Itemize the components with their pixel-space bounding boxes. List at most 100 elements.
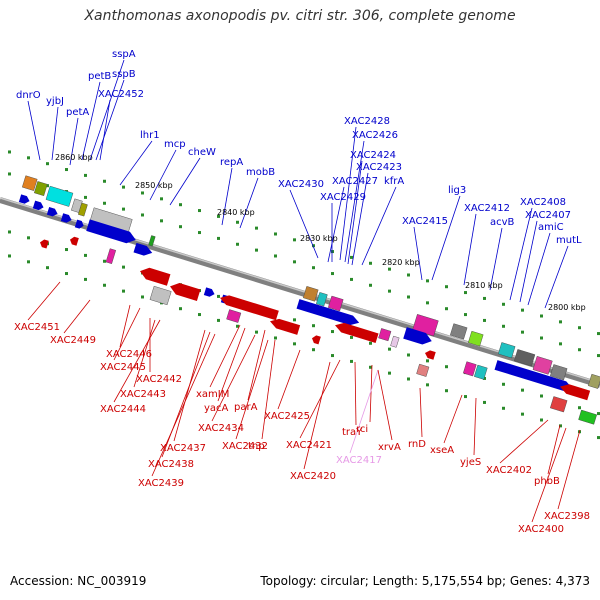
- tick-dot: [179, 307, 182, 311]
- gene-label-bottom: XAC2451: [14, 322, 60, 333]
- gene-label-top: XAC2423: [356, 162, 402, 173]
- tick-dot: [141, 213, 144, 217]
- gene-arrow-reverse: [559, 384, 591, 401]
- tick-dot: [407, 377, 410, 381]
- gene-label-top: XAC2452: [98, 89, 144, 100]
- gene-label-top: XAC2430: [278, 179, 324, 190]
- gene-label-top: XAC2424: [350, 150, 396, 161]
- tick-dot: [8, 150, 11, 154]
- kbp-label: 2830 kbp: [300, 234, 338, 243]
- tick-dot: [350, 277, 353, 281]
- tick-dot: [502, 324, 505, 328]
- gene-label-top: XAC2429: [320, 192, 366, 203]
- tick-dot: [293, 342, 296, 346]
- tick-dot: [198, 313, 201, 317]
- tick-dot: [407, 273, 410, 277]
- tick-dot: [293, 318, 296, 322]
- gene-label-bottom: XAC2421: [286, 440, 332, 451]
- tick-dot: [160, 197, 163, 201]
- tick-dot: [8, 230, 11, 234]
- leader-line: [133, 319, 156, 388]
- tick-dot: [46, 184, 49, 188]
- gene-label-bottom: rnD: [408, 439, 426, 450]
- leader-line: [27, 281, 61, 321]
- kbp-label: 2860 kbp: [55, 153, 93, 162]
- tick-dot: [483, 318, 486, 322]
- kbp-label: 2820 kbp: [382, 258, 420, 267]
- gene-label-top: sspA: [112, 49, 136, 60]
- leader-line: [95, 79, 125, 161]
- gene-box: [226, 309, 242, 323]
- gene-label-top: mcp: [164, 139, 186, 150]
- gene-label-top: lhr1: [140, 130, 160, 141]
- gene-label-bottom: XAC2417: [336, 455, 382, 466]
- gene-box: [449, 323, 468, 340]
- tick-dot: [483, 376, 486, 380]
- leader-line: [221, 167, 233, 226]
- tick-dot: [540, 418, 543, 422]
- tick-dot: [122, 185, 125, 189]
- tick-dot: [540, 336, 543, 340]
- leader-line: [169, 157, 201, 206]
- leader-line: [151, 333, 216, 477]
- gene-box: [578, 409, 598, 425]
- tick-dot: [160, 219, 163, 223]
- gene-label-top: petA: [66, 107, 89, 118]
- gene-label-bottom: XAC2444: [100, 404, 146, 415]
- tick-dot: [103, 283, 106, 287]
- gene-label-bottom: XAC2438: [148, 459, 194, 470]
- leader-line: [113, 319, 161, 403]
- gene-label-bottom: XAC2402: [486, 465, 532, 476]
- leader-line: [327, 186, 345, 263]
- gene-box: [497, 342, 516, 359]
- gene-label-bottom: XAC2443: [120, 389, 166, 400]
- leader-line: [531, 427, 567, 523]
- tick-dot: [445, 285, 448, 289]
- tick-dot: [27, 236, 30, 240]
- gene-label-bottom: tnp: [248, 441, 265, 452]
- leader-line: [369, 364, 373, 423]
- tick-dot: [198, 209, 201, 213]
- tick-dot: [8, 172, 11, 176]
- leader-line: [299, 359, 341, 439]
- accession-text: Accession: NC_003919: [10, 574, 147, 588]
- tick-dot: [502, 406, 505, 410]
- gene-arrow-forward: [32, 200, 44, 211]
- gene-label-bottom: XAC2420: [290, 471, 336, 482]
- leader-line: [211, 334, 256, 422]
- tick-dot: [103, 201, 106, 205]
- tick-dot: [445, 307, 448, 311]
- tick-dot: [597, 436, 600, 440]
- gene-label-bottom: parA: [234, 402, 258, 413]
- tick-dot: [578, 348, 581, 352]
- leader-line: [547, 424, 561, 475]
- tick-dot: [331, 354, 334, 358]
- kbp-labels: 2860 kbp 2850 kbp 2840 kbp 2830 kbp 2820 kbp…: [55, 153, 586, 312]
- tick-dot: [521, 412, 524, 416]
- tick-dot: [236, 242, 239, 246]
- gene-label-bottom: XAC2445: [100, 362, 146, 373]
- gene-label-bottom: XAC2439: [138, 478, 184, 489]
- gene-label-bottom: phbB: [534, 476, 560, 487]
- leader-line: [217, 327, 246, 402]
- tick-dot: [350, 335, 353, 339]
- leader-line: [519, 220, 538, 303]
- gene-box: [587, 373, 600, 389]
- gene-label-top: cheW: [188, 147, 216, 158]
- tick-dot: [559, 320, 562, 324]
- tick-dot: [521, 308, 524, 312]
- tick-dot: [236, 324, 239, 328]
- tick-dot: [331, 250, 334, 254]
- gene-label-bottom: xseA: [430, 445, 454, 456]
- gene-arrow-forward: [296, 299, 360, 326]
- tick-dot: [521, 388, 524, 392]
- gene-box: [105, 248, 117, 265]
- tick-dot: [445, 389, 448, 393]
- leader-line: [69, 117, 79, 166]
- tick-dot: [179, 225, 182, 229]
- tick-dot: [84, 253, 87, 257]
- leader-line: [239, 177, 259, 229]
- gene-label-top: lig3: [448, 185, 466, 196]
- tick-dot: [331, 330, 334, 334]
